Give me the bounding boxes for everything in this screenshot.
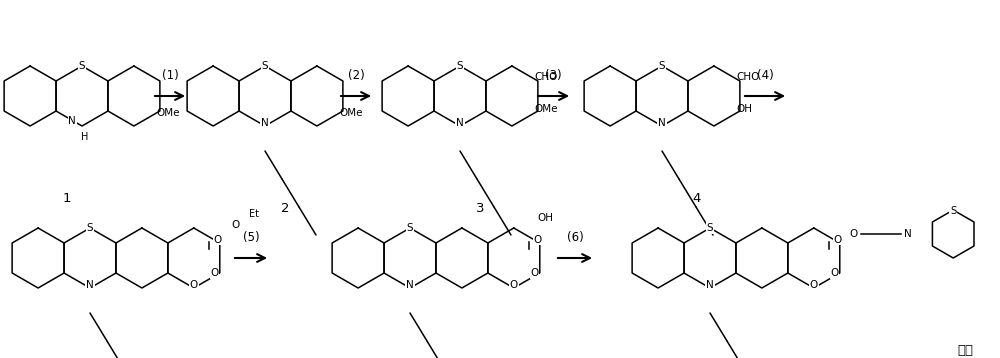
Text: O: O: [533, 235, 541, 245]
Text: S: S: [79, 61, 85, 71]
Text: O: O: [213, 235, 221, 245]
Text: S: S: [262, 61, 268, 71]
Text: (5): (5): [243, 232, 259, 245]
Text: O: O: [833, 235, 841, 245]
Text: N: N: [261, 118, 269, 128]
Text: 4: 4: [693, 192, 701, 204]
Text: N: N: [406, 280, 414, 290]
Text: S: S: [950, 205, 956, 216]
Text: S: S: [87, 223, 93, 233]
Text: OH: OH: [736, 105, 752, 115]
Text: O: O: [231, 220, 239, 230]
Text: O: O: [530, 268, 539, 278]
Text: O: O: [510, 280, 518, 290]
Text: S: S: [659, 61, 665, 71]
Text: 3: 3: [476, 202, 484, 214]
Text: O: O: [190, 280, 198, 290]
Text: 探针: 探针: [957, 343, 973, 357]
Text: S: S: [707, 223, 713, 233]
Text: (1): (1): [162, 69, 178, 82]
Text: 2: 2: [281, 202, 289, 214]
Text: H: H: [81, 131, 89, 141]
Text: O: O: [810, 280, 818, 290]
Text: OMe: OMe: [156, 107, 179, 117]
Text: N: N: [86, 280, 94, 290]
Text: O: O: [210, 268, 219, 278]
Text: N: N: [68, 116, 76, 126]
Text: N: N: [658, 118, 666, 128]
Text: OMe: OMe: [534, 105, 557, 115]
Text: (4): (4): [757, 69, 773, 82]
Text: 1: 1: [63, 192, 71, 204]
Text: Et: Et: [249, 209, 259, 219]
Text: N: N: [904, 229, 912, 239]
Text: S: S: [407, 223, 413, 233]
Text: S: S: [457, 61, 463, 71]
Text: (2): (2): [348, 69, 364, 82]
Text: CHO: CHO: [534, 72, 557, 82]
Text: O: O: [830, 268, 839, 278]
Text: (6): (6): [567, 232, 583, 245]
Text: OMe: OMe: [339, 107, 362, 117]
Text: N: N: [706, 280, 714, 290]
Text: OH: OH: [537, 213, 553, 223]
Text: (3): (3): [545, 69, 562, 82]
Text: CHO: CHO: [736, 72, 759, 82]
Text: N: N: [456, 118, 464, 128]
Text: O: O: [849, 229, 857, 239]
